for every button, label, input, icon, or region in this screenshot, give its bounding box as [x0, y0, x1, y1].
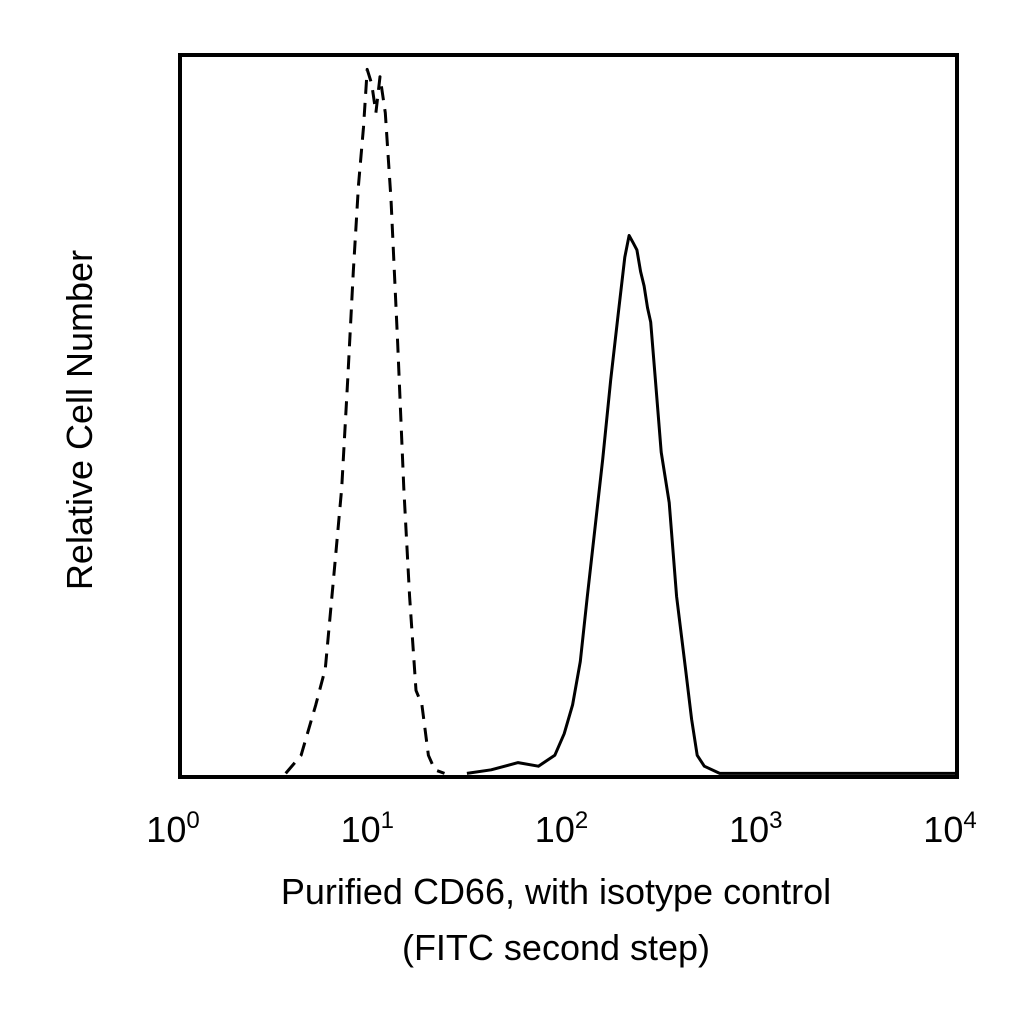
isotype-control-histogram-line	[284, 67, 446, 775]
x-axis-title: Purified CD66, with isotype control	[281, 871, 831, 912]
x-tick-label: 102	[535, 807, 588, 850]
series-layer	[284, 67, 957, 775]
x-tick-label: 103	[729, 807, 782, 850]
x-axis-subtitle: (FITC second step)	[402, 927, 710, 968]
x-tick-label: 100	[146, 807, 199, 850]
y-axis-title: Relative Cell Number	[59, 250, 100, 590]
x-tick-label: 104	[923, 807, 976, 850]
cd66-histogram-line	[466, 234, 957, 775]
plot-frame	[178, 53, 959, 779]
x-tick-label: 101	[341, 807, 394, 850]
x-tick-labels: 100 101 102 103 104	[146, 807, 976, 850]
